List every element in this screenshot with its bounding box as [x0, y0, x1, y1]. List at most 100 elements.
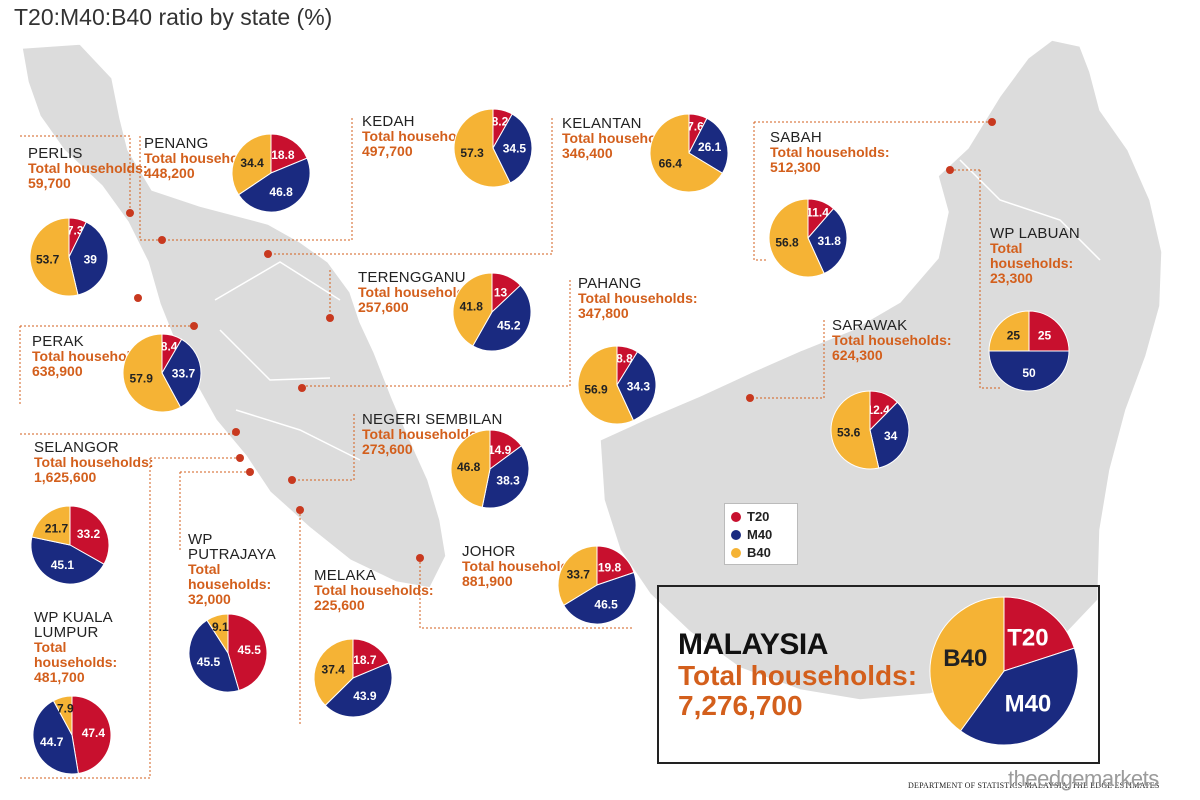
map-dot-kelantan: [264, 250, 272, 258]
pie-value-label-b40: 56.8: [775, 236, 799, 250]
state-name: JOHOR: [462, 543, 516, 560]
pie-value-label-b40: 53.7: [36, 252, 60, 266]
pie-value-label-b40: 46.8: [457, 460, 481, 474]
map-dot-penang: [158, 236, 166, 244]
legend-item-b40: B40: [731, 545, 771, 560]
pie-slice-m40: [30, 536, 105, 585]
pie-slice-t20: [1003, 596, 1076, 672]
label-kuala-lumpur: WP KUALA LUMPUR Total households: 481,70…: [34, 610, 146, 685]
pie-value-label-b40: 7.9: [57, 702, 74, 716]
pie-slice-b40: [122, 333, 182, 413]
pie-value-label-t20: 8.4: [161, 340, 178, 354]
pie-melaka: 18.7 43.9 37.4: [313, 638, 393, 718]
pie-slice-b40: [31, 505, 71, 546]
households-value: 497,700: [362, 143, 413, 159]
pie-penang: 18.8 46.8 34.4: [231, 133, 311, 213]
pie-slice-b40: [231, 133, 272, 196]
households-value: 881,900: [462, 573, 513, 589]
map-dot-terengganu: [326, 314, 334, 322]
pie-value-label-b40: 33.7: [567, 567, 591, 581]
pie-wp-kuala-lumpur: 47.4 44.7 7.9: [32, 695, 112, 775]
leader-sabah: [753, 122, 766, 261]
pie-slice-b40: [988, 310, 1030, 352]
pie-wp-putrajaya: 45.5 45.5 9.1: [188, 613, 268, 693]
label-sarawak: SARAWAK Total households: 624,300: [832, 318, 952, 363]
leader-ns: [292, 414, 355, 481]
pie-slice-m40: [807, 207, 848, 275]
households-label: Total households:: [578, 290, 698, 306]
pie-slice-m40: [237, 157, 311, 213]
map-dot-perlis: [126, 209, 134, 217]
households-label: Total households:: [362, 426, 482, 442]
legend-swatch-t20: [731, 512, 741, 522]
pie-value-label-m40: 38.3: [496, 474, 520, 488]
state-name: PAHANG: [578, 275, 642, 292]
state-border-2: [219, 329, 331, 381]
map-dot-pahang: [298, 384, 306, 392]
label-perlis: PERLIS Total households: 59,700: [28, 146, 148, 191]
pie-pahang: 8.8 34.3 56.9: [577, 345, 657, 425]
pie-value-label-t20: T20: [1007, 625, 1048, 652]
households-label: Total households:: [314, 582, 434, 598]
pie-value-label-t20: 7.6: [687, 119, 704, 133]
leader-kelantan: [268, 118, 553, 255]
state-name: MELAKA: [314, 567, 377, 584]
pie-value-label-t20: 8.2: [492, 115, 509, 129]
map-dot-putrajaya: [246, 468, 254, 476]
pie-value-label-t20: 25: [1038, 328, 1052, 342]
pie-value-label-m40: 34: [884, 429, 898, 443]
pie-slice-m40: [324, 662, 393, 718]
pie-value-label-m40: M40: [1005, 690, 1052, 717]
households-label: Total households:: [362, 128, 482, 144]
pie-value-label-m40: 45.2: [497, 318, 521, 332]
leader-pahang: [302, 280, 571, 387]
pie-value-label-t20: 45.5: [238, 643, 262, 657]
households-value: 638,900: [32, 363, 83, 379]
label-sabah: SABAH Total households: 512,300: [770, 130, 890, 175]
legend: T20 M40 B40: [724, 503, 798, 565]
households-label: Total households:: [832, 332, 952, 348]
pie-slice-t20: [352, 638, 390, 679]
pie-value-label-m40: 45.5: [197, 655, 221, 669]
label-selangor: SELANGOR Total households: 1,625,600: [34, 440, 154, 485]
map-dot-sabah: [988, 118, 996, 126]
state-name: PENANG: [144, 135, 209, 152]
leader-kl: [20, 457, 240, 779]
pie-value-label-t20: 12.4: [866, 403, 890, 417]
state-name: WP LABUAN: [990, 225, 1080, 242]
map-dot-kl: [236, 454, 244, 462]
pie-value-label-b40: 37.4: [322, 663, 346, 677]
pie-value-label-t20: 18.8: [271, 148, 295, 162]
leader-penang: [139, 136, 162, 241]
households-value: 347,800: [578, 305, 629, 321]
pie-value-label-b40: 66.4: [659, 157, 683, 171]
pie-value-label-b40: 41.8: [460, 300, 484, 314]
map-dot-melaka: [296, 506, 304, 514]
households-label: Total households:: [770, 144, 890, 160]
households-value: 23,300: [990, 270, 1033, 286]
legend-item-t20: T20: [731, 509, 769, 524]
leader-sarawak: [750, 320, 825, 399]
pie-slice-m40: [688, 117, 729, 174]
legend-swatch-b40: [731, 548, 741, 558]
households-label: Total households:: [28, 160, 148, 176]
households-value: 346,400: [562, 145, 613, 161]
pie-slice-m40: [562, 571, 637, 625]
brand-watermark: theedgemarkets: [1008, 766, 1159, 791]
pie-wp-labuan: 25 50 25: [988, 310, 1070, 392]
state-name: SELANGOR: [34, 439, 119, 456]
pie-slice-m40: [616, 351, 657, 422]
pie-slice-t20: [1028, 310, 1070, 352]
legend-label-m40: M40: [747, 527, 773, 542]
pie-slice-m40: [472, 284, 532, 352]
pie-kelantan: 7.6 26.1 66.4: [649, 113, 729, 193]
pie-value-label-m40: 26.1: [698, 140, 722, 154]
pie-slice-t20: [227, 613, 268, 692]
households-label: Total households:: [188, 561, 272, 592]
pie-slice-b40: [577, 345, 635, 425]
source-note: DEPARTMENT OF STATISTICS MALAYSIA, THE E…: [908, 781, 1160, 790]
state-name: SARAWAK: [832, 317, 908, 334]
pie-value-label-b40: 57.9: [130, 371, 154, 385]
households-value: 273,600: [362, 441, 413, 457]
pie-slice-t20: [71, 695, 112, 775]
